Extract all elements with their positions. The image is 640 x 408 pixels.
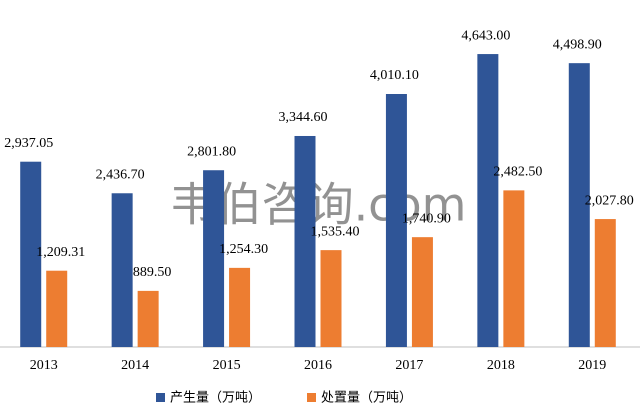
data-label: 2,801.80 — [187, 144, 236, 159]
data-label: 2,482.50 — [493, 165, 542, 180]
bar — [137, 290, 159, 347]
data-label: 2,027.80 — [585, 193, 634, 208]
data-label: 1,740.90 — [402, 211, 451, 226]
bar — [594, 219, 616, 347]
data-label: 2,937.05 — [4, 136, 53, 151]
data-label: 2,436.70 — [96, 167, 145, 182]
bar — [411, 237, 433, 347]
x-tick-label: 2019 — [578, 358, 606, 373]
x-tick-label: 2016 — [304, 358, 332, 373]
bar — [568, 63, 590, 347]
bar — [320, 250, 342, 347]
bar — [20, 161, 42, 347]
x-tick-label: 2017 — [395, 358, 423, 373]
x-tick-label: 2014 — [121, 358, 149, 373]
bar — [229, 267, 251, 347]
legend-swatch — [307, 393, 316, 402]
x-tick-label: 2018 — [487, 358, 515, 373]
data-label: 4,643.00 — [461, 28, 510, 43]
data-label: 1,535.40 — [311, 224, 360, 239]
data-label: 4,010.10 — [370, 68, 419, 83]
bar — [111, 193, 133, 347]
bar — [385, 93, 407, 347]
bar — [294, 135, 316, 347]
x-tick-label: 2013 — [30, 358, 58, 373]
data-label: 1,209.31 — [36, 245, 85, 260]
legend-label: 处置量（万吨） — [321, 391, 412, 406]
x-tick-label: 2015 — [213, 358, 241, 373]
legend-swatch — [156, 393, 165, 402]
data-label: 889.50 — [133, 265, 172, 280]
bar — [503, 190, 525, 347]
bar — [203, 170, 225, 347]
bar — [477, 54, 499, 347]
legend-label: 产生量（万吨） — [170, 391, 261, 406]
data-label: 3,344.60 — [279, 110, 328, 125]
bar — [46, 270, 68, 347]
data-label: 1,254.30 — [219, 242, 268, 257]
data-label: 4,498.90 — [553, 37, 602, 52]
